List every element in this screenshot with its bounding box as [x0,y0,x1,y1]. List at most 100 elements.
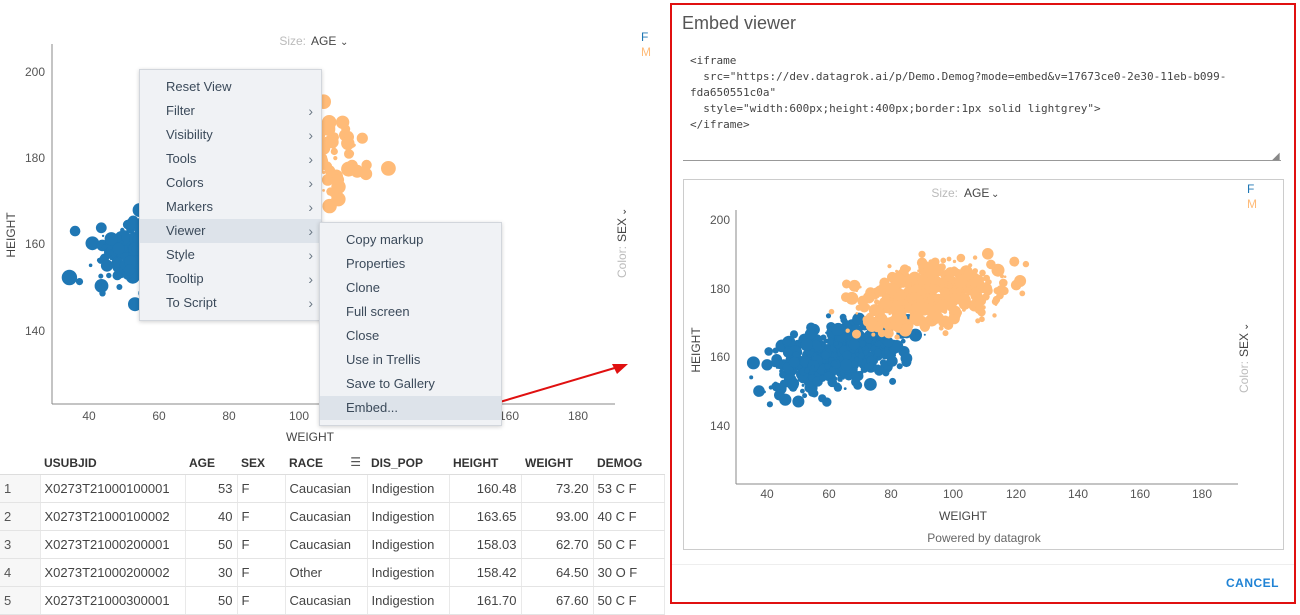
table-cell[interactable]: 158.03 [449,530,522,559]
table-cell[interactable]: X0273T21000100002 [40,502,186,531]
table-cell[interactable]: X0273T21000300001 [40,586,186,615]
column-header-dis-pop[interactable]: DIS_POP [367,452,449,475]
table-cell[interactable]: Indigestion [367,530,450,559]
preview-size-selector[interactable]: AGE [964,186,989,200]
preview-legend-m[interactable]: M [1247,197,1257,211]
menu-item-style[interactable]: Style › [140,243,321,267]
data-point [908,291,911,295]
column-header-height[interactable]: HEIGHT [449,452,521,475]
table-cell[interactable]: F [237,558,286,587]
chevron-down-icon[interactable]: ⌄ [618,208,629,216]
table-cell[interactable]: X0273T21000100001 [40,474,186,503]
hamburger-menu-icon[interactable]: ☰ [350,455,361,469]
table-cell[interactable]: Caucasian [285,474,368,503]
menu-item-colors[interactable]: Colors › [140,171,321,195]
table-cell[interactable]: 158.42 [449,558,522,587]
legend-f[interactable]: F [641,30,648,44]
cancel-button[interactable]: CANCEL [1226,576,1279,590]
table-cell[interactable]: F [237,530,286,559]
data-point [763,390,766,394]
menu-item-reset-view[interactable]: Reset View [140,75,321,99]
table-cell[interactable]: 163.65 [449,502,522,531]
table-cell[interactable]: F [237,586,286,615]
chevron-down-icon[interactable]: ⌄ [1240,323,1251,331]
table-row[interactable]: 4 X0273T21000200002 30 F Other Indigestion 158… [0,558,665,587]
table-cell[interactable]: X0273T21000200001 [40,530,186,559]
table-cell[interactable]: 1 [0,474,41,503]
menu-item-close[interactable]: Close [320,324,501,348]
table-cell[interactable]: 62.70 [521,530,594,559]
menu-item-save-to-gallery[interactable]: Save to Gallery [320,372,501,396]
table-cell[interactable]: 64.50 [521,558,594,587]
menu-item-properties[interactable]: Properties [320,252,501,276]
resize-handle-icon[interactable]: ◢ [1272,151,1280,162]
preview-legend-f[interactable]: F [1247,182,1254,196]
menu-item-visibility[interactable]: Visibility › [140,123,321,147]
table-cell[interactable]: Other [285,558,368,587]
table-cell[interactable]: 50 [185,530,238,559]
menu-item-to-script[interactable]: To Script › [140,291,321,315]
size-selector[interactable]: AGE [311,34,336,48]
table-cell[interactable]: 93.00 [521,502,594,531]
data-grid[interactable]: USUBJID AGE SEX RACE ☰ DIS_POP HEIGHT WEI… [0,452,665,615]
data-point [1003,275,1007,278]
data-point [909,292,918,301]
table-cell[interactable]: 50 C F [593,530,665,559]
table-cell[interactable]: 53 C F [593,474,665,503]
table-cell[interactable]: Caucasian [285,502,368,531]
column-header-age[interactable]: AGE [185,452,237,475]
menu-item-full-screen[interactable]: Full screen [320,300,501,324]
table-row[interactable]: 5 X0273T21000300001 50 F Caucasian Indigestio… [0,586,665,615]
column-header-weight[interactable]: WEIGHT [521,452,593,475]
chevron-down-icon[interactable]: ⌄ [340,37,348,48]
table-cell[interactable]: 161.70 [449,586,522,615]
table-cell[interactable]: 4 [0,558,41,587]
table-cell[interactable]: Indigestion [367,558,450,587]
embed-code-textarea[interactable]: <iframe src="https://dev.datagrok.ai/p/D… [683,51,1281,161]
menu-item-embed[interactable]: Embed... [320,396,501,420]
table-cell[interactable]: 67.60 [521,586,594,615]
table-cell[interactable]: Indigestion [367,502,450,531]
menu-item-tooltip[interactable]: Tooltip › [140,267,321,291]
column-header-sex[interactable]: SEX [237,452,285,475]
table-cell[interactable]: Caucasian [285,586,368,615]
menu-item-tools[interactable]: Tools › [140,147,321,171]
chevron-down-icon[interactable]: ⌄ [991,189,999,200]
table-row[interactable]: 1 X0273T21000100001 53 F Caucasian Indigestio… [0,474,665,503]
menu-item-copy-markup[interactable]: Copy markup [320,228,501,252]
table-cell[interactable]: Caucasian [285,530,368,559]
preview-scatter-plot[interactable]: 200 180 160 140 40 60 80 100 120 140 160… [684,180,1283,549]
column-header-demog[interactable]: DEMOG [593,452,664,475]
menu-item-clone[interactable]: Clone [320,276,501,300]
menu-item-use-in-trellis[interactable]: Use in Trellis [320,348,501,372]
column-header[interactable] [0,452,40,475]
table-row[interactable]: 2 X0273T21000100002 40 F Caucasian Indigestio… [0,502,665,531]
table-cell[interactable]: 40 C F [593,502,665,531]
table-cell[interactable]: 2 [0,502,41,531]
table-cell[interactable]: Indigestion [367,586,450,615]
table-row[interactable]: 3 X0273T21000200001 50 F Caucasian Indigestio… [0,530,665,559]
menu-item-markers[interactable]: Markers › [140,195,321,219]
preview-color-selector[interactable]: SEX [1237,333,1251,357]
menu-item-viewer[interactable]: Viewer › [140,219,321,243]
table-cell[interactable]: 50 C F [593,586,665,615]
table-cell[interactable]: X0273T21000200002 [40,558,186,587]
table-cell[interactable]: 50 [185,586,238,615]
color-selector[interactable]: SEX [615,218,629,242]
table-cell[interactable]: F [237,502,286,531]
table-cell[interactable]: 5 [0,586,41,615]
table-cell[interactable]: 30 [185,558,238,587]
table-cell[interactable]: 53 [185,474,238,503]
table-cell[interactable]: 73.20 [521,474,594,503]
table-cell[interactable]: Indigestion [367,474,450,503]
table-cell[interactable]: 160.48 [449,474,522,503]
column-header-usubjid[interactable]: USUBJID [40,452,185,475]
menu-item-filter[interactable]: Filter › [140,99,321,123]
data-point [816,352,819,355]
table-cell[interactable]: 3 [0,530,41,559]
legend-m[interactable]: M [641,45,651,59]
table-cell[interactable]: 40 [185,502,238,531]
column-header-race[interactable]: RACE ☰ [285,452,367,475]
table-cell[interactable]: 30 O F [593,558,665,587]
table-cell[interactable]: F [237,474,286,503]
